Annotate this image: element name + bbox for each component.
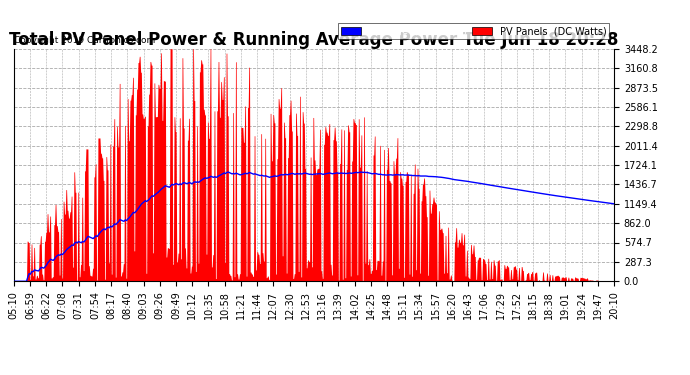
Legend: Average  (DC Watts), PV Panels  (DC Watts): Average (DC Watts), PV Panels (DC Watts) <box>338 23 609 39</box>
Text: Copyright 2019 Cartronics.com: Copyright 2019 Cartronics.com <box>14 36 155 45</box>
Title: Total PV Panel Power & Running Average Power Tue Jun 18 20:28: Total PV Panel Power & Running Average P… <box>9 31 619 49</box>
